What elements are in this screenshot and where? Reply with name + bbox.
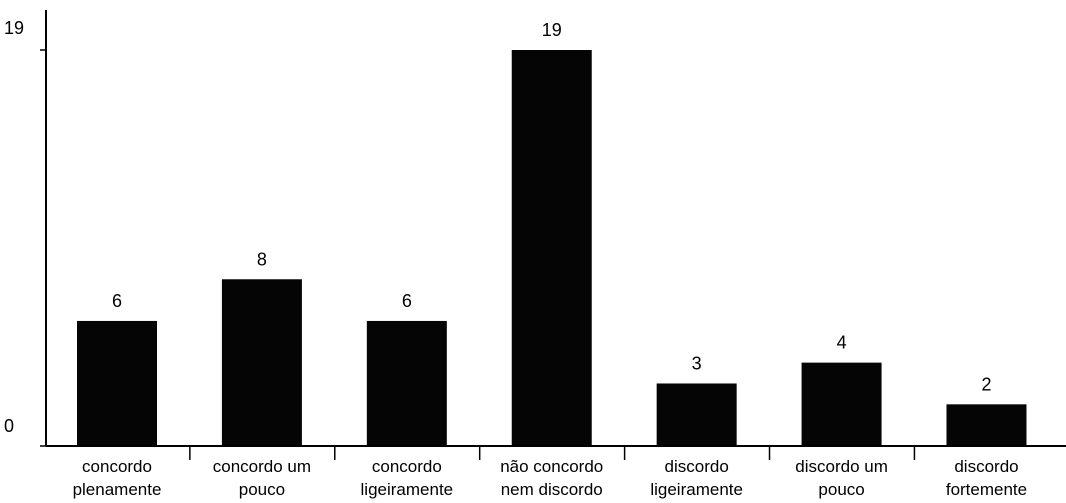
x-tick-label: pouco: [239, 480, 285, 499]
bar-value-label: 19: [542, 20, 562, 40]
x-tick-label: concordo: [372, 457, 442, 476]
x-tick-label: discordo um: [795, 457, 888, 476]
x-tick-label: fortemente: [946, 480, 1027, 499]
bar-value-label: 2: [981, 374, 991, 394]
x-tick-label: nem discordo: [501, 480, 603, 499]
bar: [656, 383, 737, 446]
bar-value-label: 6: [112, 291, 122, 311]
x-tick-label: ligeiramente: [361, 480, 454, 499]
ticks-layer: 0 19: [4, 18, 916, 460]
x-tick-label: concordo: [82, 457, 152, 476]
bar-value-label: 4: [837, 333, 847, 353]
axes-layer: [45, 10, 1066, 447]
bars-layer: [77, 50, 1027, 446]
category-labels-layer: concordo plenamente concordo um pouco concor…: [73, 457, 1028, 499]
x-tick-label: plenamente: [73, 480, 162, 499]
y-tick-label: 0: [4, 416, 14, 436]
bar-value-label: 6: [402, 291, 412, 311]
x-tick-label: discordo: [665, 457, 729, 476]
x-tick-label: pouco: [818, 480, 864, 499]
x-tick-label: não concordo: [500, 457, 603, 476]
value-labels-layer: 6 8 6 19 3 4 2: [112, 20, 992, 394]
bar: [511, 50, 592, 446]
bar-value-label: 3: [692, 353, 702, 373]
bar: [946, 404, 1027, 446]
x-tick-label: discordo: [954, 457, 1018, 476]
bar: [801, 362, 882, 446]
bar: [77, 320, 157, 446]
bar-value-label: 8: [257, 249, 267, 269]
bar: [221, 279, 302, 446]
x-tick-label: ligeiramente: [650, 480, 743, 499]
y-tick-label: 19: [4, 18, 24, 38]
bar: [366, 320, 447, 446]
x-tick-label: concordo um: [213, 457, 311, 476]
